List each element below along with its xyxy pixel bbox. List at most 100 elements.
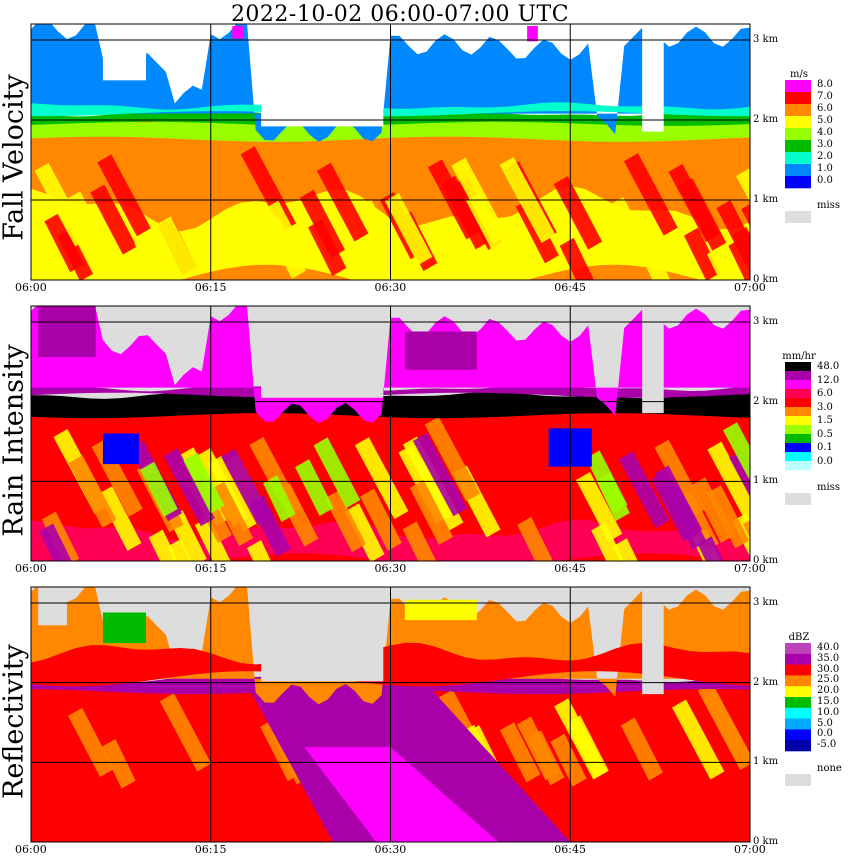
x-tick-label: 06:30 [374,843,407,856]
yellow-streak [357,199,404,269]
green-streak [596,472,630,522]
x-tick-label: 06:15 [194,281,227,294]
orange-streak [409,479,454,545]
yellow-streak [644,255,671,280]
orange-streak [68,455,117,528]
legend-label: 1.5 [817,415,833,426]
x-tick-label: 06:45 [554,281,586,294]
yellow-streak [672,699,725,780]
red-streak [684,227,721,280]
legend-color-box [785,425,811,435]
x-tick-label: 06:45 [554,843,586,856]
red-streak [90,184,137,255]
yellow-streak [66,191,115,264]
legend-label: 0.0 [817,455,833,467]
yellow-streak [194,516,231,561]
x-tick-label: 06:45 [554,562,586,575]
orange-streak [402,521,437,561]
legend-color-box [785,729,811,741]
yellow-streak [554,698,608,780]
x-tick-label: 06:30 [374,281,407,294]
x-tick-label: 06:15 [194,562,227,575]
red-streak [97,154,151,237]
orange-streak [527,730,565,786]
red-streak [678,178,727,251]
legend-label: 3.0 [817,401,833,413]
y-tick-label: 1 km [753,475,779,487]
yellow-streak [706,246,738,280]
orange-streak [101,738,136,789]
legend-label: 12.0 [817,374,840,386]
green-cell [102,612,147,644]
heatmap-field-ri [31,306,750,561]
missing-gap [642,587,664,695]
green-streak [183,452,225,514]
legend-missing-label: miss [817,482,840,493]
x-tick-label: 07:00 [734,281,766,294]
legend-color-box [785,461,811,471]
x-tick-label: 06:00 [15,843,47,856]
y-tick-label: 3 km [753,315,779,327]
legend-label: 40.0 [817,642,840,653]
legend-label: 6.0 [817,388,833,399]
legend-label: 15.0 [817,696,840,707]
yellow-streak [263,215,306,279]
yellow-streak [71,222,112,280]
legend-color-box [785,152,811,165]
legend-color-box [785,740,811,752]
clear-gap [102,24,147,81]
missing-gap [38,587,67,626]
legend-missing-label: miss [817,200,840,211]
yellow-streak [354,437,409,520]
legend-label: 2.0 [817,151,833,162]
legend-color-box [785,104,811,117]
panel-frame [30,586,751,843]
yellow-streak [344,503,385,561]
purple-snow [38,306,96,357]
yellow-streak [134,235,171,280]
legend-label: 10.0 [817,706,840,718]
legend-color-box [785,686,811,698]
legend-label: 5.0 [817,115,833,126]
y-tick-label: 2 km [753,395,779,407]
y-tick-label: 0 km [753,274,779,285]
orange-streak [706,485,750,549]
legend-color-box [785,653,811,665]
green-streak [723,422,750,481]
y-tick-label: 1 km [753,756,779,768]
orange-streak [324,490,366,553]
orange-streak [68,707,114,778]
legend-color-box [785,92,811,105]
legend-color-box [785,371,811,381]
legend-unit: dBZ [788,632,810,643]
legend-label: 0.1 [817,442,833,453]
legend-color-box [785,416,811,426]
red-streak [559,237,594,280]
orange-streak [424,416,481,502]
legend-color-box [785,116,811,129]
red-streak [57,228,95,280]
green-streak [295,459,334,517]
legend-label: 1.0 [817,163,833,174]
y-tick-label: 0 km [753,555,779,566]
red-streak [623,153,678,236]
legend-label: 20.0 [817,685,840,697]
legend-label: 5.0 [817,717,833,729]
chart-title: 2022-10-02 06:00-07:00 UTC [230,2,570,27]
legend-color-box [785,128,811,141]
yellow-streak [247,540,271,561]
green-streak [140,461,178,517]
orange-streak [500,722,541,783]
orange-streak [654,439,706,518]
legend-label: 0.0 [817,728,833,740]
orange-streak [360,488,402,551]
yellow-streak [735,168,750,203]
x-tick-label: 07:00 [734,562,766,575]
y-tick-label: 2 km [753,676,779,688]
blue-cell [102,433,139,465]
orange-streak [701,689,750,771]
red-streak [441,175,490,250]
purple-streak [163,448,215,527]
missing-gap [261,306,384,398]
clear-gap [261,24,384,127]
